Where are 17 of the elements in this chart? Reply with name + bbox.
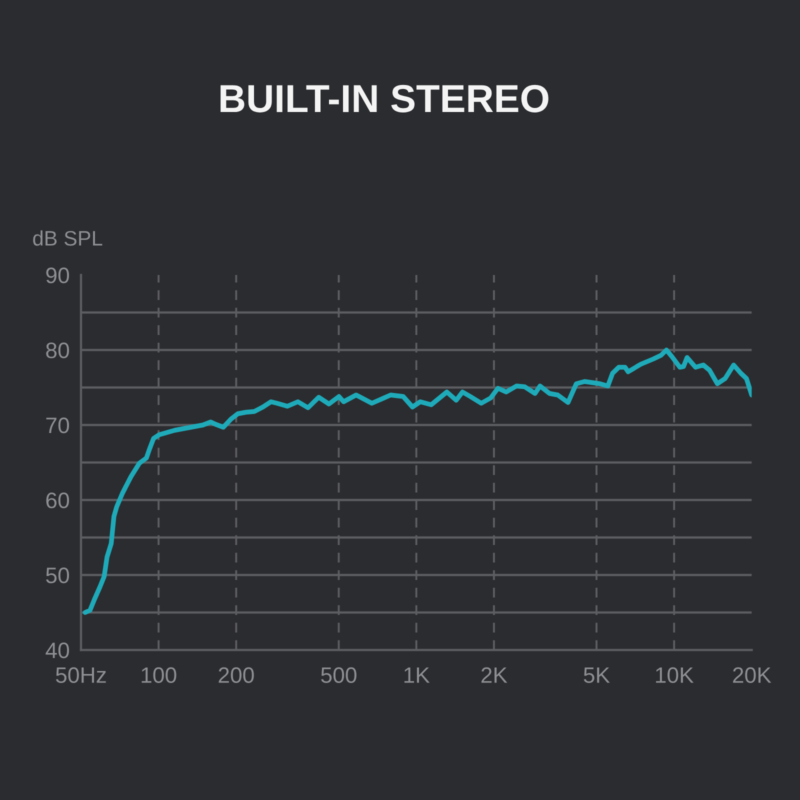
- x-tick-label: 10K: [656, 667, 694, 683]
- x-tick-label: 5K: [584, 667, 610, 683]
- x-tick-label: 2K: [481, 667, 508, 683]
- y-tick-label: 40: [46, 642, 70, 658]
- y-tick-label: 80: [46, 342, 70, 358]
- x-tick-label: 500: [321, 667, 356, 683]
- x-tick-label: 20K: [733, 667, 772, 683]
- y-tick-label: 50: [46, 568, 70, 584]
- x-tick-label: 200: [218, 667, 254, 683]
- y-tick-label: 90: [46, 268, 70, 284]
- x-tick-label: 100: [142, 667, 176, 683]
- chart-title: BUILT-IN STEREO: [220, 84, 548, 112]
- x-tick-label: 1K: [404, 667, 430, 683]
- y-tick-label: 70: [46, 418, 70, 434]
- x-tick-label: 50Hz: [56, 667, 106, 683]
- y-tick-label: 60: [46, 492, 70, 508]
- y-axis-title: dB SPL: [33, 230, 102, 246]
